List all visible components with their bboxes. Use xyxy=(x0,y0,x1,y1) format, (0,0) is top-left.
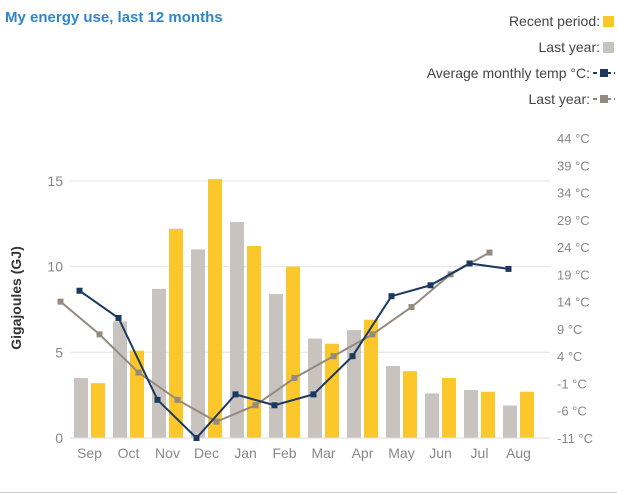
y2-tick-label: 39 °C xyxy=(557,158,590,173)
y2-tick-label: 29 °C xyxy=(557,213,590,228)
legend-item-last-year-temp[interactable]: Last year: xyxy=(317,86,617,112)
y2-tick-label: -6 °C xyxy=(557,404,587,419)
avg-temp-point xyxy=(115,315,122,321)
legend-item-recent[interactable]: Recent period: xyxy=(317,8,617,34)
y2-tick-label: 19 °C xyxy=(557,267,590,282)
legend-label-avg-temp: Average monthly temp °C: xyxy=(426,65,590,81)
x-tick-label: Jan xyxy=(234,445,257,461)
bar-recent-period xyxy=(520,391,534,438)
last-year-temp-point xyxy=(369,331,376,338)
y2-tick-label: -11 °C xyxy=(557,431,593,446)
y-axis-label: Gigajoules (GJ) xyxy=(8,246,24,349)
bar-last-year xyxy=(191,249,205,438)
last-year-temp-point xyxy=(291,375,298,381)
recent-swatch-icon xyxy=(603,15,614,27)
bar-last-year xyxy=(152,288,166,438)
bar-recent-period xyxy=(247,246,261,438)
x-tick-label: Sep xyxy=(77,445,102,461)
y2-tick-label: 14 °C xyxy=(557,295,590,310)
bar-recent-period xyxy=(169,228,183,438)
bar-last-year xyxy=(269,294,283,438)
last-year-temp-point xyxy=(330,353,337,360)
y2-tick-label: 34 °C xyxy=(557,186,590,201)
y-tick-label: 15 xyxy=(47,173,63,189)
bar-last-year xyxy=(464,390,478,438)
last-year-temp-point xyxy=(408,304,415,311)
legend-label-last-year-temp: Last year: xyxy=(528,91,590,107)
avg-temp-point xyxy=(388,293,395,300)
x-tick-label: Apr xyxy=(352,445,374,461)
avg-temp-point xyxy=(349,353,356,360)
y2-tick-label: 24 °C xyxy=(557,240,590,255)
x-tick-label: Jun xyxy=(429,445,452,461)
last-year-swatch-icon xyxy=(603,41,614,53)
bar-recent-period xyxy=(325,343,339,438)
bar-last-year xyxy=(230,222,244,438)
avg-temp-point xyxy=(193,435,200,441)
bar-last-year xyxy=(503,405,517,438)
y2-tick-label: 9 °C xyxy=(557,322,582,337)
avg-temp-point xyxy=(76,287,83,294)
last-year-temp-line xyxy=(59,251,490,423)
legend-label-last-year: Last year: xyxy=(538,39,600,55)
bar-last-year xyxy=(425,393,439,438)
bar-recent-period xyxy=(130,350,144,438)
x-tick-label: Mar xyxy=(311,445,335,461)
x-tick-label: Oct xyxy=(118,445,140,461)
x-tick-label: Dec xyxy=(194,445,219,461)
last-year-temp-point xyxy=(486,249,493,256)
bar-recent-period xyxy=(286,266,300,438)
avg-temp-line xyxy=(78,262,509,440)
last-year-temp-point xyxy=(252,402,259,409)
last-year-temp-point xyxy=(213,418,220,425)
bar-last-year xyxy=(113,321,127,438)
last-year-temp-point xyxy=(57,298,64,305)
legend: Recent period: Last year: Average monthl… xyxy=(317,8,617,112)
avg-temp-point xyxy=(232,391,239,398)
last-year-temp-point xyxy=(135,369,142,376)
y2-tick-label: 44 °C xyxy=(557,131,590,146)
x-tick-label: Nov xyxy=(155,445,180,461)
avg-temp-point xyxy=(505,265,512,272)
last-year-temp-line-icon xyxy=(593,95,615,103)
avg-temp-point xyxy=(466,260,473,267)
bar-recent-period xyxy=(403,371,417,438)
avg-temp-point xyxy=(271,402,278,409)
x-tick-label: Feb xyxy=(272,445,296,461)
avg-temp-line-icon xyxy=(593,69,615,77)
avg-temp-point xyxy=(310,391,317,398)
chart-title: My energy use, last 12 months xyxy=(5,9,223,26)
bar-recent-period xyxy=(364,319,378,438)
bar-recent-period xyxy=(91,383,105,438)
bar-recent-period xyxy=(208,179,222,438)
bar-last-year xyxy=(74,378,88,438)
y-tick-label: 10 xyxy=(47,259,63,275)
legend-item-avg-temp[interactable]: Average monthly temp °C: xyxy=(317,60,617,86)
y2-tick-label: 4 °C xyxy=(557,349,582,364)
avg-temp-point xyxy=(427,282,434,289)
bar-recent-period xyxy=(442,378,456,438)
bar-last-year xyxy=(386,366,400,438)
x-tick-label: Jul xyxy=(471,445,489,461)
y-tick-label: 5 xyxy=(55,344,63,360)
x-tick-label: Aug xyxy=(506,445,531,461)
legend-label-recent: Recent period: xyxy=(508,13,600,29)
last-year-temp-point xyxy=(96,331,103,338)
last-year-temp-point xyxy=(174,396,181,403)
legend-item-last-year[interactable]: Last year: xyxy=(317,34,617,60)
y-tick-label: 0 xyxy=(55,430,63,446)
bottom-divider xyxy=(0,492,617,493)
bar-recent-period xyxy=(481,391,495,438)
x-tick-label: May xyxy=(388,445,414,461)
y2-tick-label: -1 °C xyxy=(557,376,587,391)
avg-temp-point xyxy=(154,396,161,403)
